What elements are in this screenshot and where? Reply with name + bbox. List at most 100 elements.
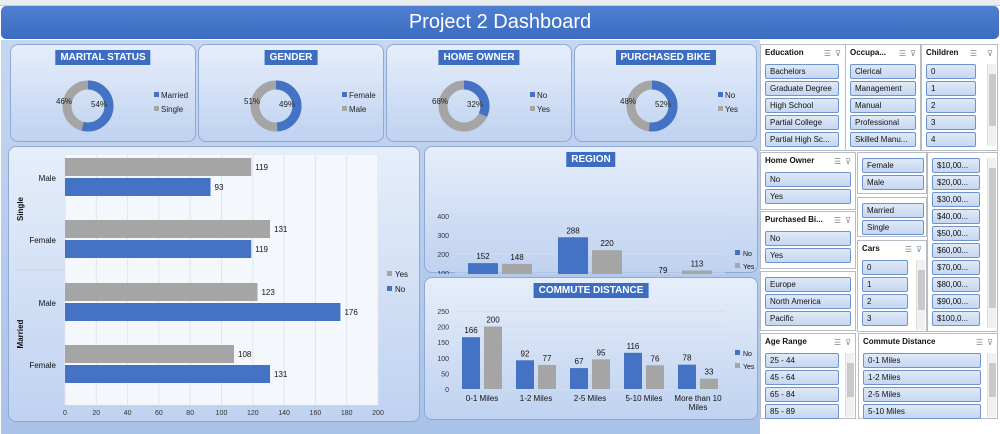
slicer-item[interactable]: 5-10 Miles (863, 404, 981, 419)
scrollbar[interactable] (987, 353, 996, 417)
slicer-item[interactable]: $10,00... (932, 158, 980, 173)
slicer-item[interactable]: Clerical (850, 64, 916, 79)
slicer-item[interactable]: $100,0... (932, 311, 980, 326)
clear-filter-icon[interactable]: ⊽ (916, 245, 922, 254)
donut-grey-pct: 48% (620, 97, 637, 106)
scrollbar-thumb[interactable] (847, 363, 854, 397)
slicer-item[interactable]: $40,00... (932, 209, 980, 224)
x-tick-label: 180 (341, 410, 353, 417)
slicer-item[interactable]: Partial College (765, 115, 839, 130)
scrollbar[interactable] (987, 158, 996, 328)
donut-blue-pct: 49% (279, 100, 296, 109)
scrollbar-thumb[interactable] (989, 363, 996, 397)
clear-filter-icon[interactable]: ⊽ (987, 49, 993, 58)
category-label: More than 10 (674, 394, 722, 403)
multi-select-icon[interactable]: ☰ (969, 49, 977, 58)
donut-blue-slice (626, 80, 678, 132)
slicer-item[interactable]: 4 (926, 132, 976, 147)
slicer-item[interactable]: No (765, 172, 851, 187)
slicer-item[interactable]: No (765, 231, 851, 246)
slicer-item[interactable]: Pacific (765, 311, 851, 326)
slicer-item[interactable]: 1-2 Miles (863, 370, 981, 385)
x-tick-label: 160 (310, 410, 322, 417)
x-tick-label: 80 (186, 410, 194, 417)
slicer-item[interactable]: $90,00... (932, 294, 980, 309)
clear-filter-icon[interactable]: ⊽ (987, 338, 993, 347)
category-label: Male (39, 299, 57, 308)
slicer-income: $10,00... $20,00... $30,00... $40,00... $50,… (927, 152, 998, 332)
donut-grey-pct: 46% (56, 97, 73, 106)
slicer-item[interactable]: $70,00... (932, 260, 980, 275)
commute-chart-title: COMMUTE DISTANCE (533, 283, 649, 298)
bar-yes (538, 364, 556, 389)
slicer-item[interactable]: Yes (765, 248, 851, 263)
slicer-title: Commute Distance (863, 337, 936, 346)
slicer-item[interactable]: 0 (862, 260, 908, 275)
slicer-item[interactable]: Graduate Degree (765, 81, 839, 96)
clear-filter-icon[interactable]: ⊽ (910, 49, 916, 58)
slicer-item[interactable]: North America (765, 294, 851, 309)
slicer-item[interactable]: High School (765, 98, 839, 113)
slicer-title: Children (926, 48, 959, 57)
slicer-item[interactable]: $60,00... (932, 243, 980, 258)
slicer-item[interactable]: 1 (862, 277, 908, 292)
slicer-item[interactable]: Single (862, 220, 924, 235)
x-tick-label: 100 (216, 410, 228, 417)
slicer-item[interactable]: Male (862, 175, 924, 190)
slicer-item[interactable]: 0-1 Miles (863, 353, 981, 368)
clear-filter-icon[interactable]: ⊽ (845, 157, 851, 166)
multi-select-icon[interactable]: ☰ (898, 49, 906, 58)
multi-select-icon[interactable]: ☰ (833, 338, 841, 347)
multi-select-icon[interactable]: ☰ (823, 49, 831, 58)
slicer-item[interactable]: 25 - 44 (765, 353, 839, 368)
slicer-item[interactable]: 45 - 64 (765, 370, 839, 385)
slicer-item[interactable]: Europe (765, 277, 851, 292)
slicer-item[interactable]: $80,00... (932, 277, 980, 292)
data-label: 200 (486, 316, 500, 325)
slicer-item[interactable]: Female (862, 158, 924, 173)
slicer-item[interactable]: 3 (926, 115, 976, 130)
multi-select-icon[interactable]: ☰ (833, 216, 841, 225)
slicer-item[interactable]: 2 (862, 294, 908, 309)
slicer-item[interactable]: Yes (765, 189, 851, 204)
legend-label-no: No (743, 351, 752, 358)
bar-no (678, 364, 696, 389)
multi-select-icon[interactable]: ☰ (975, 338, 983, 347)
slicer-item[interactable]: 3 (862, 311, 908, 326)
slicer-title: Occupa... (850, 48, 887, 57)
slicer-item[interactable]: $50,00... (932, 226, 980, 241)
scrollbar[interactable] (916, 260, 925, 330)
slicer-item[interactable]: Bachelors (765, 64, 839, 79)
scrollbar-thumb[interactable] (989, 74, 996, 126)
scrollbar[interactable] (987, 64, 996, 146)
legend-swatch-no (387, 286, 392, 291)
slicer-item[interactable]: 1 (926, 81, 976, 96)
slicer-item[interactable]: Partial High Sc... (765, 132, 839, 147)
slicer-item[interactable]: Management (850, 81, 916, 96)
scrollbar[interactable] (845, 353, 854, 417)
slicer-item[interactable]: 85 - 89 (765, 404, 839, 419)
column-ruler (0, 0, 1000, 6)
legend-label-yes: Yes (743, 264, 755, 271)
slicer-item[interactable]: $30,00... (932, 192, 980, 207)
slicer-item[interactable]: Manual (850, 98, 916, 113)
slicer-item[interactable]: Skilled Manu... (850, 132, 916, 147)
clear-filter-icon[interactable]: ⊽ (845, 338, 851, 347)
slicer-item[interactable]: Married (862, 203, 924, 218)
slicer-item[interactable]: $20,00... (932, 175, 980, 190)
scrollbar-thumb[interactable] (989, 168, 996, 308)
clear-filter-icon[interactable]: ⊽ (835, 49, 841, 58)
multi-select-icon[interactable]: ☰ (904, 245, 912, 254)
bar-no (624, 352, 642, 389)
slicer-item[interactable]: 0 (926, 64, 976, 79)
slicer-item[interactable]: 2-5 Miles (863, 387, 981, 402)
slicer-item[interactable]: 65 - 84 (765, 387, 839, 402)
slicer-item[interactable]: Professional (850, 115, 916, 130)
slicer-item[interactable]: 2 (926, 98, 976, 113)
clear-filter-icon[interactable]: ⊽ (845, 216, 851, 225)
scrollbar-thumb[interactable] (918, 270, 925, 310)
legend-swatch (718, 92, 723, 97)
bar-no (65, 365, 271, 383)
slicer-marital: Married Single (857, 197, 927, 237)
multi-select-icon[interactable]: ☰ (833, 157, 841, 166)
